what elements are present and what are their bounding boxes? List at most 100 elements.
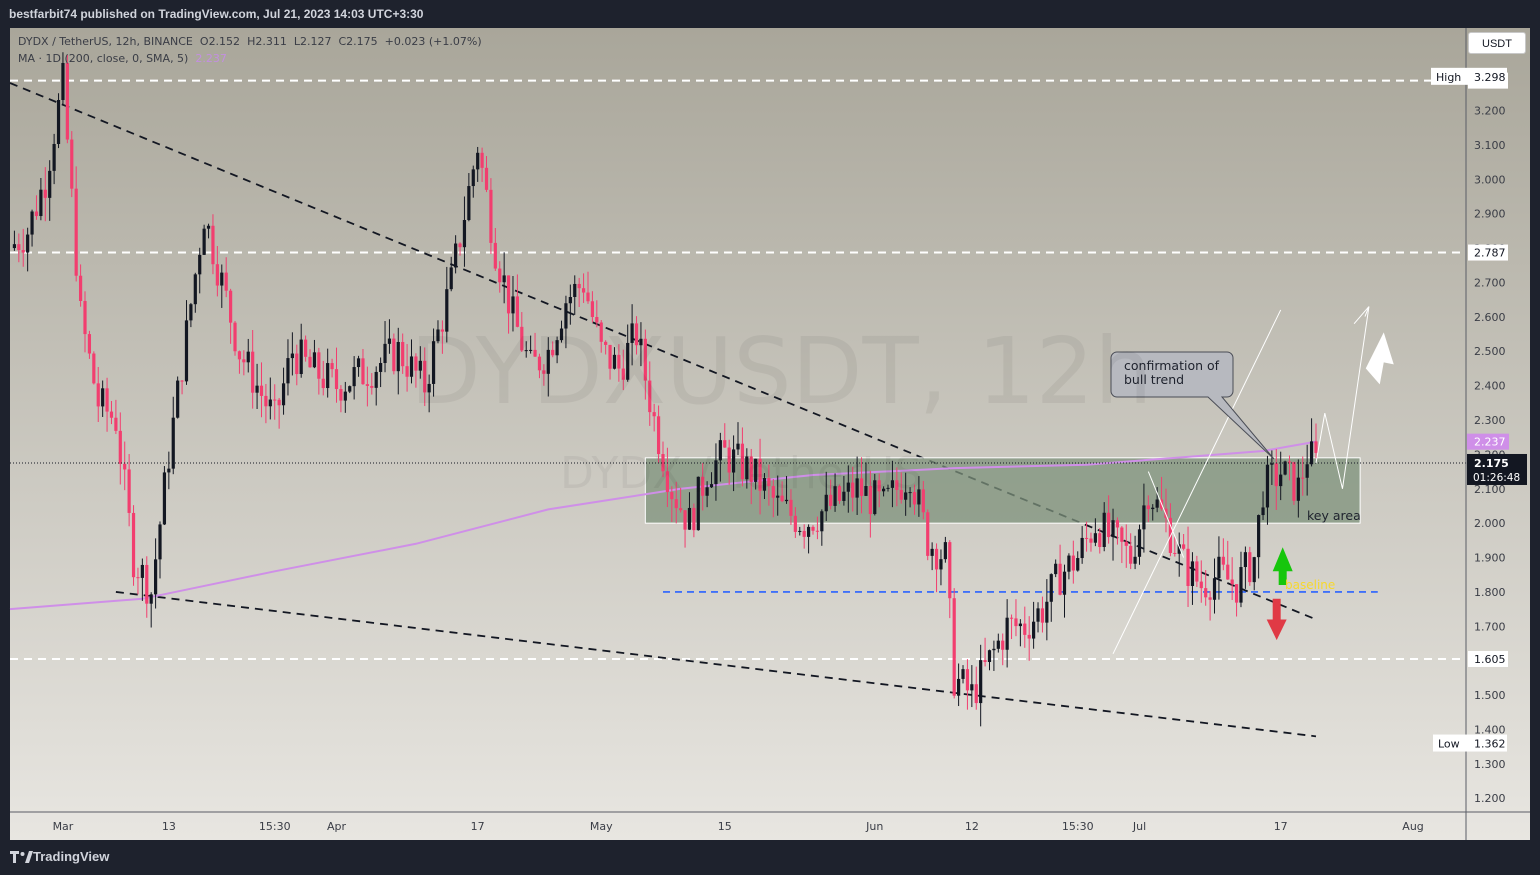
candle-body — [1305, 464, 1309, 478]
time-axis-area[interactable] — [10, 812, 1466, 840]
candle-body — [127, 469, 131, 513]
candle-body — [131, 512, 136, 578]
candle-body — [1071, 555, 1075, 571]
currency-button[interactable]: USDT — [1468, 32, 1526, 54]
candle-body — [1217, 556, 1221, 579]
candle-body — [683, 510, 687, 530]
candle-body — [321, 378, 325, 389]
candle-body — [762, 478, 767, 491]
candle-body — [1142, 505, 1146, 530]
symbol-description: DYDX / TetherUS, 12h, BINANCE — [18, 35, 193, 48]
candle-body — [17, 244, 21, 251]
candle-body — [198, 254, 202, 275]
candle-body — [1195, 561, 1199, 582]
candle-body — [1076, 558, 1080, 571]
candle-body — [586, 292, 590, 302]
candle-body — [339, 389, 343, 401]
candle-body — [908, 492, 912, 494]
price-tick-label: 1.800 — [1474, 586, 1506, 599]
candle-body — [1111, 520, 1115, 538]
high-tag-bg — [1431, 67, 1507, 85]
candle-body — [299, 339, 303, 375]
candle-body — [661, 454, 665, 472]
candle-body — [1080, 537, 1084, 559]
candle-body — [1173, 552, 1177, 554]
time-tick-label: Apr — [327, 820, 347, 833]
candle-body — [1045, 601, 1049, 623]
candle-body — [868, 486, 872, 515]
candle-body — [237, 351, 242, 360]
candle-body — [189, 304, 193, 321]
candle-body — [749, 456, 753, 482]
candle-body — [445, 289, 449, 332]
candle-body — [1155, 499, 1159, 508]
candle-body — [696, 476, 700, 531]
candle-body — [30, 211, 34, 235]
candle-body — [1067, 555, 1071, 572]
price-tick-label: 2.100 — [1474, 483, 1506, 496]
candle-body — [39, 189, 43, 217]
candle-body — [604, 341, 608, 345]
candle-body — [643, 338, 647, 381]
candle-body — [877, 480, 881, 492]
price-tick-label: 1.700 — [1474, 620, 1506, 633]
candle-body — [392, 338, 396, 372]
candle-body — [1009, 617, 1014, 619]
candle-body — [731, 449, 736, 473]
ohlc-legend[interactable]: DYDX / TetherUS, 12h, BINANCE O2.152 H2.… — [18, 35, 482, 48]
candle-body — [965, 669, 970, 691]
ma-legend[interactable]: MA · 1D (200, close, 0, SMA, 5) 2.237 — [18, 52, 227, 65]
candle-body — [533, 349, 537, 357]
candle-body — [630, 323, 634, 343]
candle-body — [921, 489, 925, 513]
candle-body — [855, 478, 859, 498]
candle-body — [802, 530, 806, 537]
high-label: H — [247, 35, 256, 48]
baseline-label: baseline — [1285, 578, 1336, 592]
candle-body — [727, 447, 731, 473]
candle-body — [379, 363, 383, 372]
candle-body — [581, 288, 586, 293]
candle-body — [1221, 556, 1225, 565]
candle-body — [692, 507, 696, 531]
candle-body — [1098, 533, 1102, 547]
candle-body — [193, 274, 197, 305]
candle-body — [987, 650, 992, 662]
price-tick-label: 2.300 — [1474, 414, 1506, 427]
candle-body — [427, 383, 431, 393]
candle-body — [1005, 617, 1009, 650]
candle-body — [648, 380, 652, 413]
pullback-line — [1147, 471, 1185, 558]
candle-body — [1102, 512, 1106, 547]
candle-body — [718, 440, 722, 461]
candle-body — [1314, 441, 1318, 453]
candle-body — [215, 264, 219, 286]
time-tick-label: 15 — [718, 820, 732, 833]
time-tick-label: 17 — [1274, 820, 1288, 833]
candle-body — [652, 412, 656, 417]
level-tag: 1.605 — [1474, 653, 1506, 666]
candle-body — [140, 564, 144, 578]
price-tick-label: 3.100 — [1474, 139, 1506, 152]
time-tick-label: 17 — [471, 820, 485, 833]
rising-projection-arrow — [1112, 309, 1282, 655]
price-tick-label: 2.600 — [1474, 311, 1506, 324]
candle-body — [842, 491, 846, 501]
candle-body — [1032, 621, 1036, 639]
candle-body — [1084, 537, 1089, 539]
candle-body — [1261, 507, 1265, 516]
candle-body — [326, 363, 330, 389]
candle-body — [118, 430, 122, 464]
candle-body — [1234, 584, 1239, 603]
candle-body — [634, 323, 639, 346]
candle-body — [1257, 515, 1261, 558]
candle-body — [573, 283, 577, 297]
symbol-watermark-sub: DYDX / TetherUS — [560, 448, 923, 499]
candle-body — [758, 458, 762, 491]
key-area-label: key area — [1307, 508, 1361, 523]
candle-body — [21, 250, 25, 253]
candle-body — [873, 480, 877, 515]
candle-body — [405, 366, 409, 377]
price-tick-label: 2.000 — [1474, 517, 1506, 530]
